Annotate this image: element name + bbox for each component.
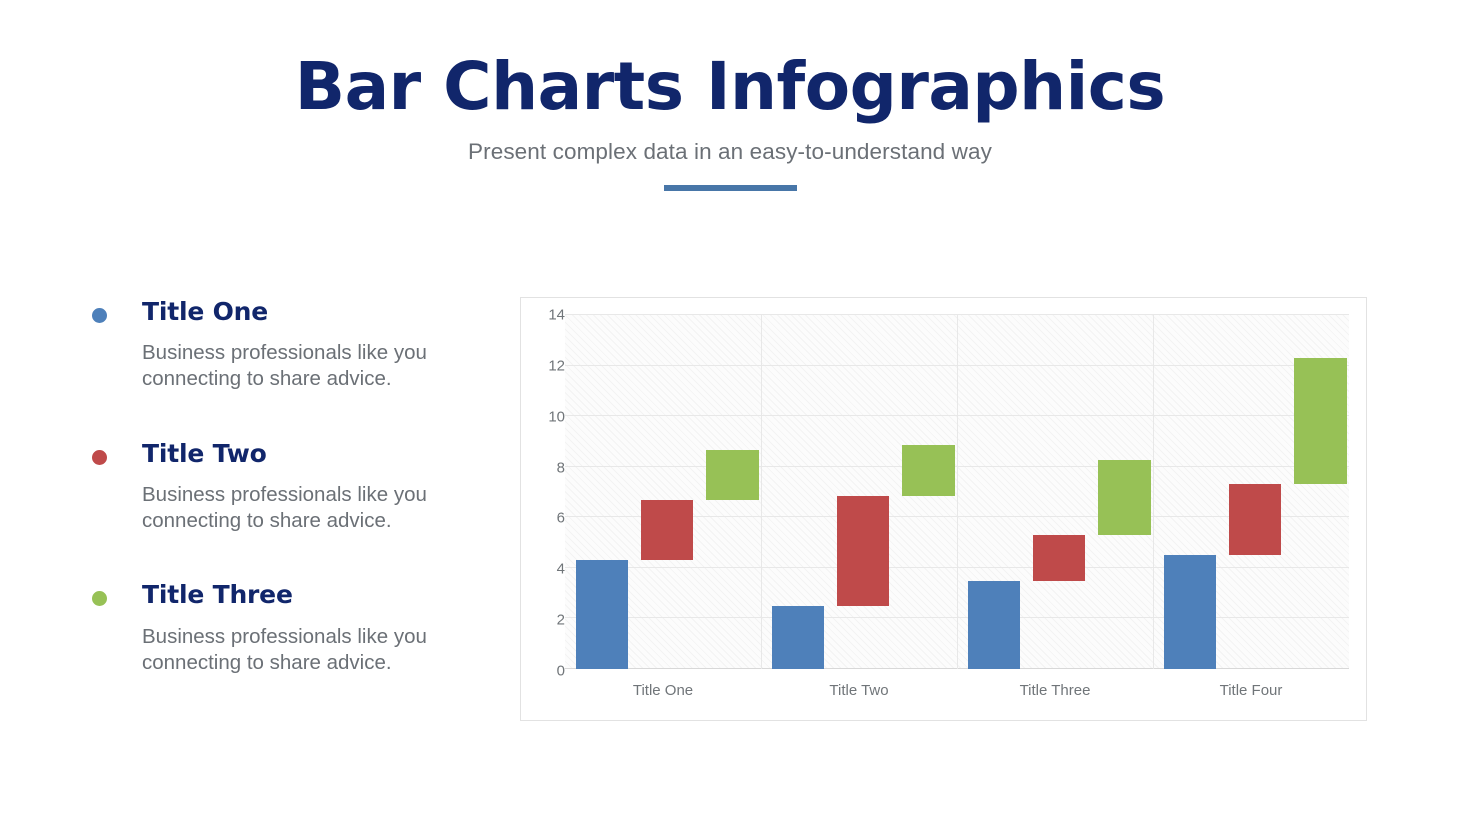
bar-title-three[interactable] <box>1294 358 1347 485</box>
y-axis-tick-label: 14 <box>548 306 565 324</box>
legend-item-title: Title Three <box>142 580 293 610</box>
x-axis: Title One Title Two Title Three Title Four <box>565 682 1349 704</box>
bar-title-two[interactable] <box>1229 484 1282 556</box>
bar-title-two[interactable] <box>837 495 890 606</box>
legend-item-description: Business professionals like you connecti… <box>142 341 427 391</box>
legend-item-title: Title Two <box>142 438 267 468</box>
bar-title-one[interactable] <box>575 560 629 669</box>
legend-bullet-icon <box>92 591 107 607</box>
legend-bullet-icon <box>92 449 107 465</box>
y-axis-tick-label: 8 <box>556 459 565 477</box>
y-axis-tick-label: 10 <box>548 408 565 426</box>
y-axis-tick-label: 4 <box>556 560 565 578</box>
bar-title-three[interactable] <box>1098 460 1151 535</box>
legend-list: Title One Business professionals like yo… <box>86 296 486 676</box>
x-axis-tick-label: Title One <box>632 682 694 699</box>
title-divider-wrapper <box>0 185 1460 192</box>
bar-group <box>565 315 761 669</box>
x-axis-tick-label: Title Two <box>829 682 889 699</box>
bar-group <box>957 315 1153 669</box>
plot-area <box>565 314 1349 669</box>
bar-title-three[interactable] <box>902 445 955 496</box>
bar-title-one[interactable] <box>967 580 1021 669</box>
bar-title-two[interactable] <box>641 499 694 561</box>
slide-header: Bar Charts Infographics Present complex … <box>0 48 1460 192</box>
legend-item-title: Title One <box>142 297 269 326</box>
category-separator <box>957 315 958 669</box>
list-item[interactable]: Title Two Business professionals like yo… <box>86 438 486 535</box>
chart-plot-wrapper: 0 2 4 6 8 10 12 14 Title One Title Two Title Thre… <box>521 298 1366 720</box>
x-axis-tick-label: Title Four <box>1219 682 1283 699</box>
legend-item-description: Business professionals like you connecti… <box>142 482 427 533</box>
legend-bullet-icon <box>92 308 107 323</box>
list-item[interactable]: Title Three Business professionals like … <box>86 579 486 676</box>
bar-title-three[interactable] <box>706 450 759 500</box>
y-axis-tick-label: 6 <box>556 509 565 527</box>
y-axis-tick-label: 2 <box>556 611 565 629</box>
page-title: Bar Charts Infographics <box>294 48 1166 125</box>
y-axis: 0 2 4 6 8 10 12 14 <box>529 298 565 720</box>
bar-title-one[interactable] <box>1163 555 1217 669</box>
bar-title-two[interactable] <box>1033 535 1086 581</box>
list-item[interactable]: Title One Business professionals like yo… <box>86 296 486 393</box>
gridline <box>565 314 1349 315</box>
x-axis-tick-label: Title Three <box>1019 682 1091 699</box>
y-axis-tick-label: 12 <box>548 357 565 375</box>
page-subtitle: Present complex data in an easy-to-under… <box>468 139 992 165</box>
category-separator <box>1153 315 1154 669</box>
title-divider <box>663 185 797 192</box>
bar-group <box>1153 315 1349 669</box>
chart-panel: 0 2 4 6 8 10 12 14 Title One Title Two Title Thre… <box>520 297 1367 721</box>
legend-item-description: Business professionals like you connecti… <box>142 624 427 674</box>
y-axis-tick-label: 0 <box>556 662 565 680</box>
category-separator <box>761 315 762 669</box>
bar-group <box>761 315 957 669</box>
bar-title-one[interactable] <box>771 605 825 669</box>
